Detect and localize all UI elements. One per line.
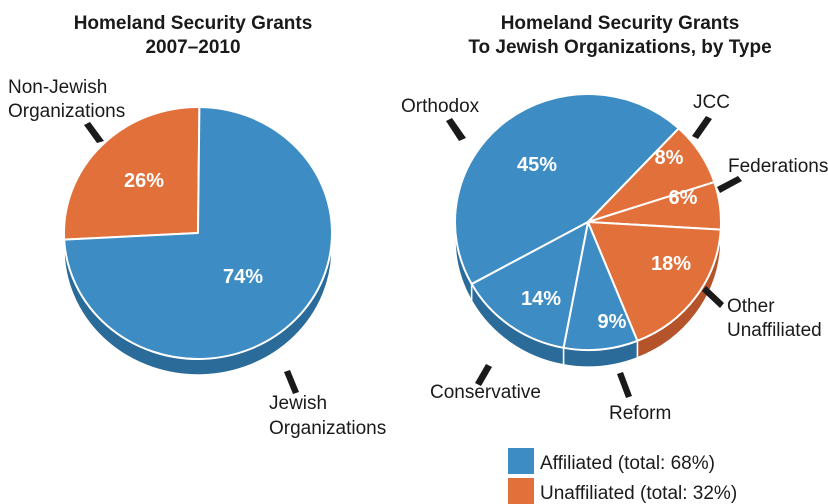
chart2-callout-orthodox: Orthodox [401,96,480,117]
chart2-callout-other-line1: Other [727,296,775,317]
chart1-callout-jewish-line2: Organizations [269,418,386,439]
chart2-title-line2: To Jewish Organizations, by Type [468,37,771,58]
chart1-callout-non-jewish-line1: Non-Jewish [8,77,107,98]
chart1-slice-label-non-jewish: 26% [124,170,164,192]
chart2-pie-top [454,93,722,351]
chart1-title-line2: 2007–2010 [145,37,240,58]
chart2-callout-conservative: Conservative [430,382,541,403]
chart2-pointer-jcc [692,116,712,139]
chart1-pie [63,106,333,376]
legend-swatch-affiliated [508,448,534,474]
chart2-pie [454,93,722,368]
chart2-slice-conservative [470,221,589,349]
chart1-title-line1: Homeland Security Grants [74,13,313,34]
chart2-slice-label-other-unaffiliated: 18% [651,253,691,275]
chart2-pointer-federations [717,176,742,193]
chart2-callout-other-line2: Unaffiliated [727,320,822,341]
chart1-callout-jewish-line1: Jewish [269,393,327,414]
chart1-callout-non-jewish-line2: Organizations [8,101,125,122]
chart1-pie-top [63,106,333,360]
chart1-slice-non-jewish-organizations [63,106,201,241]
chart2-callout-jcc: JCC [693,92,730,113]
chart2-slice-other-unaffiliated [587,221,722,342]
chart2-slice-label-jcc: 8% [655,147,684,169]
chart2-callout-federations: Federations [728,156,828,177]
chart2-callout-reform: Reform [609,403,671,424]
legend-swatch-unaffiliated [508,478,534,504]
chart2-slice-orthodox [454,93,680,286]
chart2-pointer-conservative [475,364,492,386]
chart2-title-line1: Homeland Security Grants [501,13,740,34]
chart2-pointer-reform [617,372,632,398]
chart2-slice-label-federations: 6% [669,187,698,209]
chart2-pointer-orthodox [446,118,466,141]
chart1-slice-label-jewish: 74% [223,266,263,288]
chart2-slice-label-orthodox: 45% [517,154,557,176]
chart1-slice-jewish-organizations [63,106,333,360]
legend-label-unaffiliated: Unaffiliated (total: 32%) [540,483,737,504]
chart2-slice-label-reform: 9% [598,311,627,333]
chart2-pointer-other [702,286,724,308]
legend-label-affiliated: Affiliated (total: 68%) [540,453,715,474]
chart1-pointer-non-jewish [84,122,104,143]
chart1-pointer-jewish [284,370,299,394]
chart2-slice-label-conservative: 14% [521,288,561,310]
